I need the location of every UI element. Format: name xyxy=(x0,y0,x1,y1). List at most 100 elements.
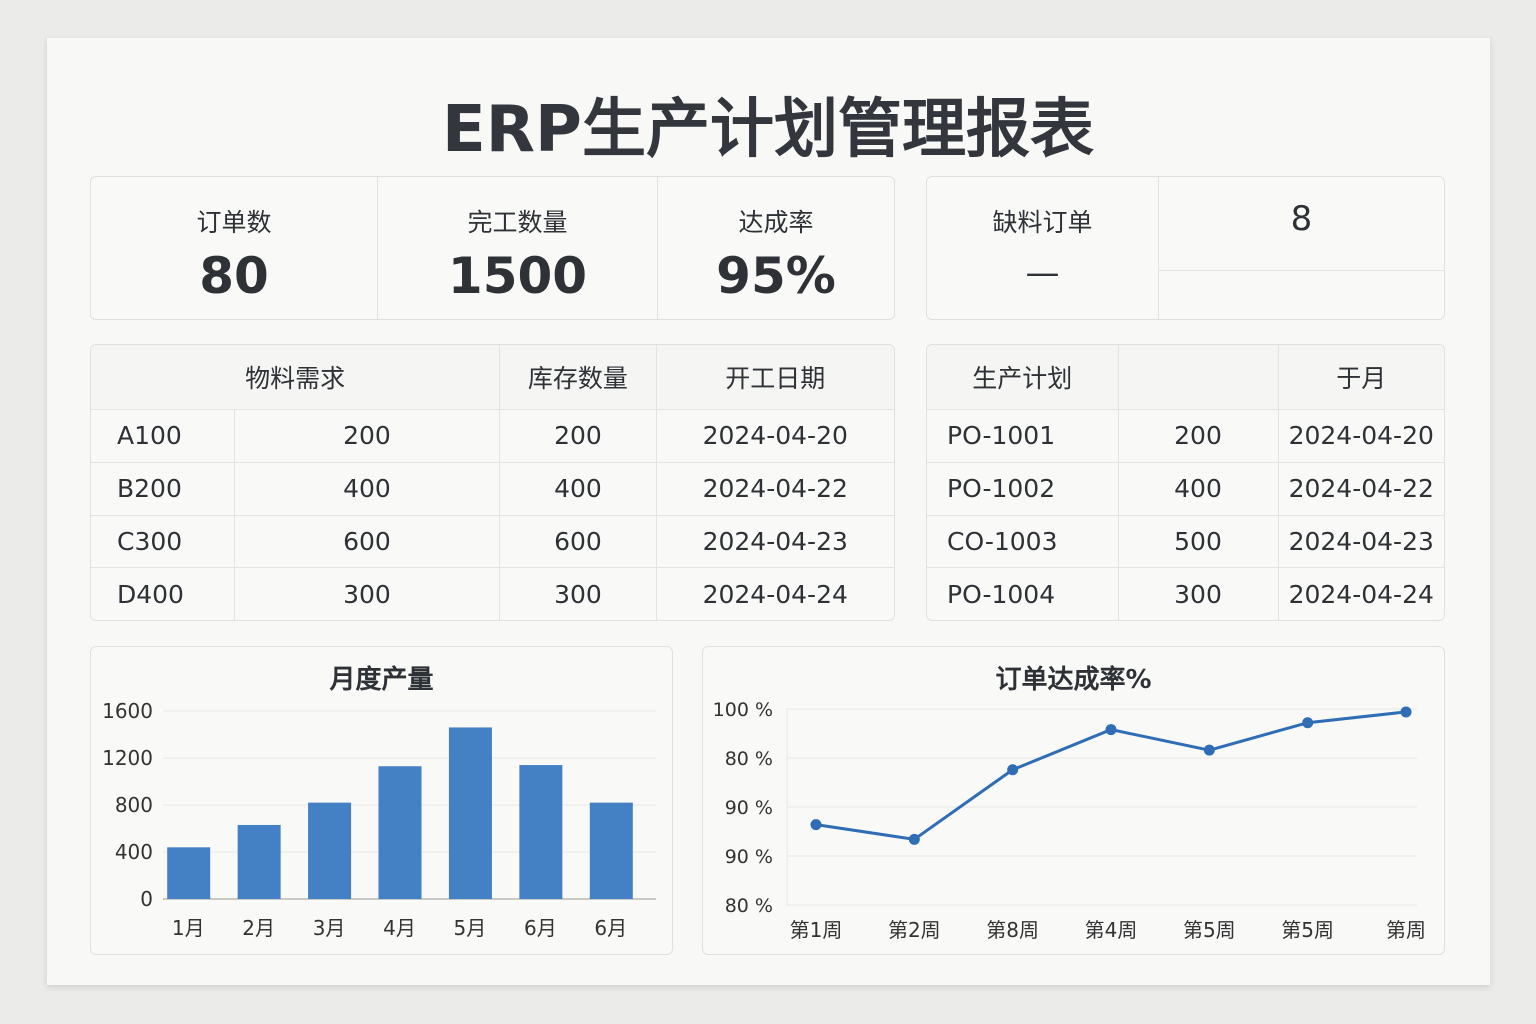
kpi-value: 95% xyxy=(716,247,836,305)
data-point xyxy=(1400,706,1412,718)
plan-table: 生产计划 于月 PO-1001 200 2024-04-20 PO-1002 400 20… xyxy=(926,344,1445,621)
x-tick-label: 第2周 xyxy=(888,918,941,942)
kpi-label: 订单数 xyxy=(196,208,272,237)
kpi-label: 达成率 xyxy=(738,208,814,237)
y-tick-label: 100 % xyxy=(713,699,773,721)
table-cell: 2024-04-22 xyxy=(1277,461,1444,516)
table-cell: 2024-04-20 xyxy=(655,408,894,463)
data-point xyxy=(908,833,920,845)
materials-table: 物料需求 库存数量 开工日期 A100 200 200 2024-04-20 B200 40… xyxy=(90,344,895,621)
table-row: PO-1004 300 2024-04-24 xyxy=(927,567,1444,620)
y-tick-label: 80 % xyxy=(725,748,773,770)
monthly-output-chart: 月度产量 0 400 800 1200 1600 1月 2月 3月 4月 5月 6月 6月 xyxy=(90,646,673,955)
x-tick-label: 第4周 xyxy=(1085,918,1138,942)
kpi-value: 1500 xyxy=(447,247,588,305)
table-cell: 400 xyxy=(1117,461,1279,516)
table-cell: 2024-04-22 xyxy=(655,461,894,516)
kpi-completed: 完工数量 1500 xyxy=(378,177,658,319)
table-cell: CO-1003 xyxy=(927,514,1119,569)
bar xyxy=(167,847,211,899)
table-row: PO-1002 400 2024-04-22 xyxy=(927,461,1444,516)
y-tick-label: 80 % xyxy=(725,895,773,917)
x-tick-label: 3月 xyxy=(313,916,346,940)
table-cell: 2024-04-23 xyxy=(655,514,894,569)
x-tick-label: 第5周 xyxy=(1281,918,1334,942)
column-header: 开工日期 xyxy=(655,345,894,410)
bar xyxy=(378,766,422,899)
bar xyxy=(237,824,281,899)
column-header: 物料需求 xyxy=(91,345,501,410)
y-tick-label: 800 xyxy=(115,793,153,817)
table-cell: 300 xyxy=(233,567,501,620)
table-cell: A100 xyxy=(91,408,235,463)
line-chart-svg: 80 % 90 % 90 % 80 % 100 % 第1周 第2周 第8周 第4周 第5周 第5周 第… xyxy=(713,699,1426,942)
kpi-value: 80 xyxy=(199,247,269,305)
table-row: C300 600 600 2024-04-23 xyxy=(91,514,894,569)
bar xyxy=(448,727,492,899)
material-orders: 缺料订单 — xyxy=(927,177,1159,319)
table-cell: 2024-04-20 xyxy=(1277,408,1444,463)
y-tick-label: 1600 xyxy=(102,699,153,723)
order-rate-chart: 订单达成率% 80 % 90 % 90 % 80 % 100 % 第1周 第2周 第8周 第4周… xyxy=(702,646,1445,955)
x-tick-label: 4月 xyxy=(383,916,416,940)
table-cell: 400 xyxy=(233,461,501,516)
material-orders-count: 8 xyxy=(1159,177,1444,271)
data-point xyxy=(1007,764,1019,776)
x-tick-label: 5月 xyxy=(454,916,487,940)
x-tick-label: 2月 xyxy=(242,916,275,940)
x-tick-label: 6月 xyxy=(524,916,557,940)
data-point xyxy=(1302,717,1314,729)
x-tick-label: 6月 xyxy=(594,916,627,940)
table-cell: 200 xyxy=(1117,408,1279,463)
y-tick-label: 90 % xyxy=(725,797,773,819)
y-tick-label: 0 xyxy=(140,887,153,911)
x-tick-label: 第8周 xyxy=(986,918,1039,942)
kpi-label: 完工数量 xyxy=(467,208,568,237)
data-point xyxy=(1203,744,1215,756)
kpi-value: — xyxy=(1025,253,1060,293)
column-header: 库存数量 xyxy=(499,345,657,410)
table-cell: 400 xyxy=(499,461,657,516)
bar xyxy=(519,765,563,899)
table-row: B200 400 400 2024-04-22 xyxy=(91,461,894,516)
table-cell: 2024-04-24 xyxy=(1277,567,1444,620)
column-header xyxy=(1117,345,1279,410)
kpi-rate: 达成率 95% xyxy=(658,177,894,319)
table-cell: 600 xyxy=(233,514,501,569)
bar xyxy=(589,802,633,899)
kpi-label: 缺料订单 xyxy=(992,208,1093,237)
table-row: D400 300 300 2024-04-24 xyxy=(91,567,894,620)
chart-title: 月度产量 xyxy=(329,665,434,695)
x-tick-label: 第周 xyxy=(1386,918,1426,942)
chart-title: 订单达成率% xyxy=(995,665,1152,695)
table-cell: PO-1002 xyxy=(927,461,1119,516)
table-cell: 300 xyxy=(499,567,657,620)
table-cell: 500 xyxy=(1117,514,1279,569)
bar xyxy=(308,802,352,899)
bar-chart-svg: 0 400 800 1200 1600 1月 2月 3月 4月 5月 6月 6月 xyxy=(102,699,656,940)
data-point xyxy=(810,819,822,831)
x-tick-label: 1月 xyxy=(172,916,205,940)
table-cell: 2024-04-24 xyxy=(655,567,894,620)
table-cell: C300 xyxy=(91,514,235,569)
x-tick-label: 第5周 xyxy=(1183,918,1236,942)
kpi-orders: 订单数 80 xyxy=(91,177,378,319)
table-cell: 200 xyxy=(233,408,501,463)
page-title: ERP生产计划管理报表 xyxy=(442,93,1094,167)
column-header: 于月 xyxy=(1277,345,1444,410)
table-cell: 300 xyxy=(1117,567,1279,620)
table-cell: 200 xyxy=(499,408,657,463)
table-cell: D400 xyxy=(91,567,235,620)
table-cell: PO-1001 xyxy=(927,408,1119,463)
table-cell: 600 xyxy=(499,514,657,569)
table-cell: PO-1004 xyxy=(927,567,1119,620)
table-cell: 2024-04-23 xyxy=(1277,514,1444,569)
kpi-panel: 订单数 80 完工数量 1500 达成率 95% xyxy=(90,176,895,320)
table-cell: B200 xyxy=(91,461,235,516)
table-row: CO-1003 500 2024-04-23 xyxy=(927,514,1444,569)
data-point xyxy=(1105,724,1117,736)
y-tick-label: 1200 xyxy=(102,746,153,770)
column-header: 生产计划 xyxy=(927,345,1119,410)
table-row: PO-1001 200 2024-04-20 xyxy=(927,408,1444,463)
y-tick-label: 90 % xyxy=(725,846,773,868)
